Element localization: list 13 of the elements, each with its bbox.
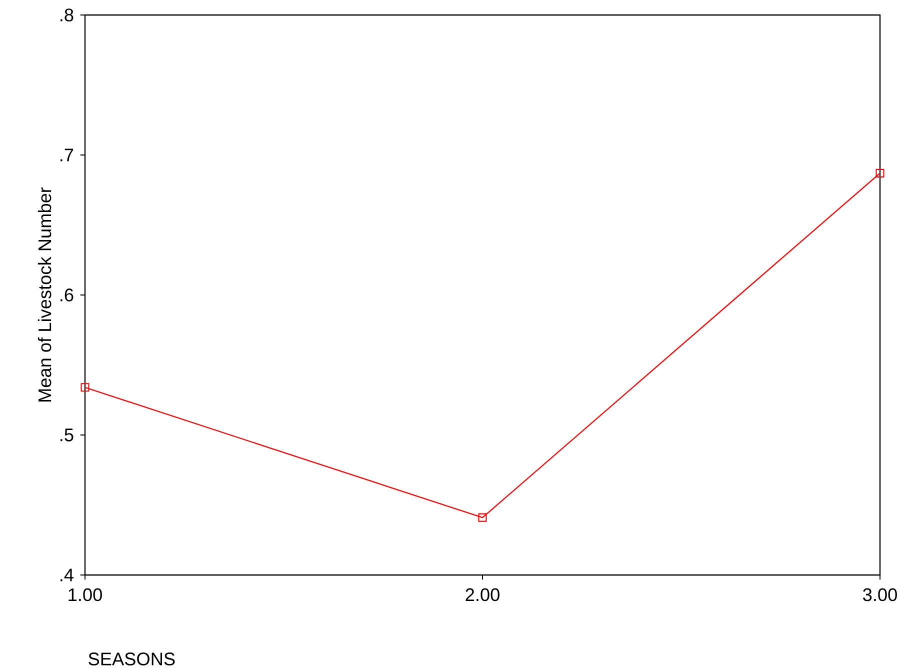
y-tick-label: .7: [60, 148, 74, 162]
y-axis-title: Mean of Livestock Number: [38, 187, 52, 402]
y-tick-label: .8: [60, 8, 74, 22]
point: [478, 513, 487, 522]
point: [876, 168, 884, 178]
point: [80, 383, 90, 392]
y-tick-label: .4: [60, 568, 74, 582]
x-tick-label: 3.00: [863, 588, 897, 602]
x-tick-label: 2.00: [466, 588, 500, 602]
x-axis-title: SEASONS: [88, 652, 175, 666]
y-tick-label: .5: [60, 428, 74, 442]
x-tick-label: 1.00: [68, 588, 102, 602]
y-tick-label: .6: [60, 288, 74, 302]
